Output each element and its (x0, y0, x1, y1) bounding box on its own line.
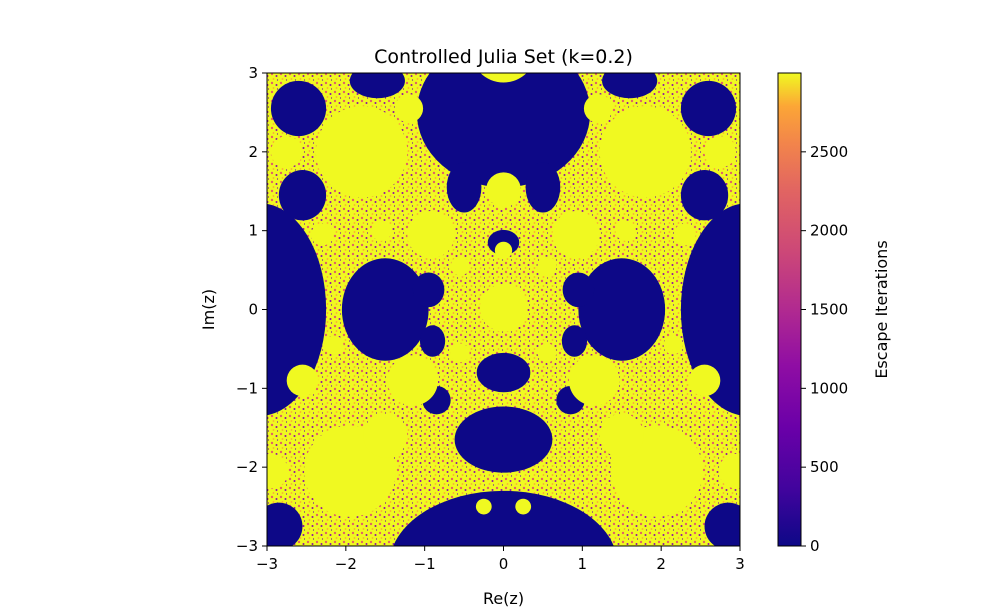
escape-region (416, 73, 591, 188)
bounded-region (704, 136, 737, 168)
bounded-region (267, 453, 289, 489)
bounded-region (673, 223, 696, 246)
bounded-region (718, 453, 740, 489)
escape-region (561, 325, 588, 357)
colorbar-gradient (778, 73, 801, 546)
escape-region (562, 272, 595, 308)
x-tick-label: 1 (578, 555, 588, 573)
x-tick-label: −1 (414, 555, 436, 573)
escape-region (267, 203, 327, 416)
bounded-region (363, 413, 408, 458)
bounded-region (552, 210, 600, 259)
bounded-region (286, 364, 319, 397)
bounded-region (407, 210, 455, 259)
y-axis-ticks: −3 −2 −1 0 1 2 3 (236, 64, 267, 555)
bounded-region (537, 343, 557, 363)
escape-region (393, 490, 614, 546)
y-tick-label: −2 (236, 458, 258, 476)
colorbar-label: Escape Iterations (872, 240, 891, 378)
escape-region (578, 258, 666, 361)
y-tick-label: 3 (248, 64, 258, 82)
bounded-region (599, 413, 644, 458)
escape-region (704, 502, 740, 546)
bounded-region (387, 355, 439, 406)
x-axis-label: Re(z) (483, 589, 524, 608)
escape-region (349, 73, 405, 99)
escape-region (602, 73, 658, 99)
escape-region (680, 203, 740, 416)
y-tick-label: 2 (248, 143, 258, 161)
colorbar-tick-label: 1500 (810, 301, 848, 319)
bounded-region (450, 256, 470, 276)
bounded-region (663, 335, 683, 355)
fractal-blobs (267, 73, 740, 546)
bounded-region (583, 94, 613, 123)
x-axis-ticks: −3 −2 −1 0 1 2 3 (256, 546, 745, 573)
bounded-region (537, 256, 557, 276)
escape-region (412, 272, 445, 308)
escape-region (419, 325, 446, 357)
colorbar: 0 500 1000 1500 2000 2500 Escape Iterations (777, 72, 891, 555)
escape-region (278, 169, 327, 221)
bounded-region (270, 136, 303, 168)
bounded-region (450, 343, 470, 363)
bounded-region (486, 172, 521, 208)
bounded-region (599, 106, 692, 198)
colorbar-tick-label: 0 (810, 537, 820, 555)
y-tick-label: −3 (236, 537, 258, 555)
x-tick-label: 0 (499, 555, 509, 573)
escape-region (270, 80, 327, 137)
x-tick-label: 3 (735, 555, 745, 573)
escape-region (267, 502, 303, 546)
bounded-region (480, 73, 527, 83)
y-axis-label: Im(z) (199, 289, 218, 330)
escape-region (680, 80, 737, 137)
bounded-region (479, 284, 528, 332)
escape-region (525, 162, 561, 213)
y-tick-label: 0 (248, 301, 258, 319)
y-tick-label: −1 (236, 379, 258, 397)
colorbar-tick-label: 2500 (810, 143, 848, 161)
chart-title: Controlled Julia Set (k=0.2) (374, 46, 633, 68)
y-tick-label: 1 (248, 222, 258, 240)
x-tick-label: −3 (256, 555, 278, 573)
bounded-region (688, 364, 721, 397)
colorbar-tick-label: 2000 (810, 222, 848, 240)
colorbar-ticks: 0 500 1000 1500 2000 2500 (801, 143, 848, 555)
escape-region (476, 352, 531, 393)
bounded-region (394, 94, 424, 123)
escape-region (446, 162, 482, 213)
escape-region (680, 169, 729, 221)
escape-region (454, 406, 553, 473)
bounded-region (315, 106, 408, 198)
bounded-region (324, 335, 344, 355)
bounded-region (615, 220, 636, 241)
bounded-region (475, 498, 492, 515)
bounded-region (515, 498, 532, 515)
x-tick-label: −2 (335, 555, 357, 573)
bounded-region (494, 241, 513, 260)
heatmap-area (267, 73, 740, 546)
colorbar-tick-label: 500 (810, 458, 839, 476)
escape-region (341, 258, 429, 361)
colorbar-tick-label: 1000 (810, 379, 848, 397)
x-tick-label: 2 (656, 555, 666, 573)
bounded-region (311, 223, 334, 246)
bounded-region (568, 355, 620, 406)
bounded-region (371, 220, 392, 241)
